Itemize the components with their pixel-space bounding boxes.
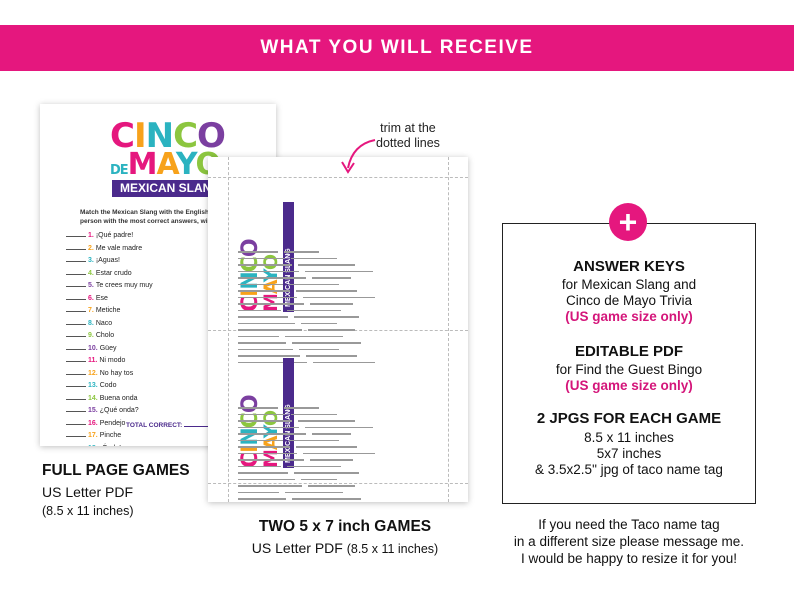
slang-item: 11. Ni modo bbox=[66, 357, 153, 370]
answer-keys-note: (US game size only) bbox=[565, 309, 693, 324]
five-by-seven-format: US Letter PDF (8.5 x 11 inches) bbox=[200, 540, 490, 556]
banner-title: WHAT YOU WILL RECEIVE bbox=[260, 37, 534, 58]
slang-item: 4. Estar crudo bbox=[66, 270, 153, 283]
editable-pdf-heading: EDITABLE PDF bbox=[574, 343, 684, 360]
note-line3: I would be happy to resize it for you! bbox=[520, 551, 738, 566]
jpgs-line3: & 3.5x2.5" jpg of taco name tag bbox=[535, 462, 723, 477]
game-card-top: CINCO MAYO MEXICAN SLANG bbox=[228, 177, 448, 363]
note-line1: If you need the Taco name tag bbox=[538, 517, 720, 532]
header-banner: WHAT YOU WILL RECEIVE bbox=[0, 25, 794, 71]
curved-arrow-icon bbox=[341, 139, 376, 174]
note-line2: in a different size please message me. bbox=[513, 534, 745, 549]
editable-pdf-note: (US game size only) bbox=[565, 378, 693, 393]
total-label: TOTAL CORRECT: bbox=[126, 422, 183, 429]
full-page-title: FULL PAGE GAMES bbox=[42, 462, 190, 479]
slang-list: 1. ¡Qué padre! 2. Me vale madre 3. ¡Aguas! 4. E… bbox=[66, 232, 153, 446]
slang-item: 12. No hay tos bbox=[66, 370, 153, 383]
format-label: US Letter PDF bbox=[251, 540, 343, 556]
slang-item: 5. Te crees muy muy bbox=[66, 282, 153, 295]
trim-label: trim at the dotted lines bbox=[376, 121, 440, 150]
logo-de: DE bbox=[110, 163, 129, 178]
answer-keys-line2: Cinco de Mayo Trivia bbox=[565, 293, 693, 308]
jpgs-section: 2 JPGS FOR EACH GAME 8.5 x 11 inches 5x7… bbox=[502, 410, 756, 477]
slang-item: 2. Me vale madre bbox=[66, 245, 153, 258]
slang-item: 8. Naco bbox=[66, 320, 153, 333]
full-page-format: US Letter PDF bbox=[42, 484, 134, 500]
slang-item: 6. Ese bbox=[66, 295, 153, 308]
slang-item: 18.¡Órale! bbox=[66, 445, 153, 447]
jpgs-line2: 5x7 inches bbox=[596, 446, 662, 461]
card-question-lines bbox=[238, 405, 448, 502]
slang-item: 3. ¡Aguas! bbox=[66, 257, 153, 270]
total-correct: TOTAL CORRECT: bbox=[126, 422, 225, 429]
five-by-seven-title: TWO 5 x 7 inch GAMES bbox=[258, 518, 432, 535]
card-question-lines bbox=[238, 249, 448, 366]
slang-item: 10. Güey bbox=[66, 345, 153, 358]
five-by-seven-game-preview: CINCO MAYO MEXICAN SLANG CINCO MAYO MEXI… bbox=[208, 157, 468, 502]
resize-note: If you need the Taco name tag in a diffe… bbox=[466, 516, 792, 567]
game-card-bottom: CINCO MAYO MEXICAN SLANG bbox=[228, 333, 448, 500]
logo-cinco: CINCO bbox=[110, 116, 226, 156]
format-size: (8.5 x 11 inches) bbox=[346, 542, 439, 556]
slang-item: 17. Pinche bbox=[66, 432, 153, 445]
editable-pdf-section: EDITABLE PDF for Find the Guest Bingo (U… bbox=[502, 343, 756, 393]
jpgs-line1: 8.5 x 11 inches bbox=[584, 430, 674, 445]
jpgs-heading: 2 JPGS FOR EACH GAME bbox=[536, 410, 722, 427]
editable-pdf-line1: for Find the Guest Bingo bbox=[555, 362, 703, 377]
slang-item: 7. Metiche bbox=[66, 307, 153, 320]
slang-item: 14. Buena onda bbox=[66, 395, 153, 408]
slang-item: 9. Cholo bbox=[66, 332, 153, 345]
slang-item: 1. ¡Qué padre! bbox=[66, 232, 153, 245]
slang-item: 13. Codo bbox=[66, 382, 153, 395]
logo-de-mayo: DEMAYO bbox=[110, 147, 221, 182]
full-page-size: (8.5 x 11 inches) bbox=[42, 504, 134, 518]
answer-keys-section: ANSWER KEYS for Mexican Slang and Cinco … bbox=[502, 258, 756, 324]
slang-item: 15. ¿Qué onda? bbox=[66, 407, 153, 420]
slang-item: 16. Pendejo bbox=[66, 420, 153, 433]
plus-icon: + bbox=[609, 203, 647, 241]
answer-keys-line1: for Mexican Slang and bbox=[561, 277, 697, 292]
answer-keys-heading: ANSWER KEYS bbox=[573, 258, 685, 275]
instructions-text: Match the Mexican Slang with the English… bbox=[80, 209, 260, 225]
